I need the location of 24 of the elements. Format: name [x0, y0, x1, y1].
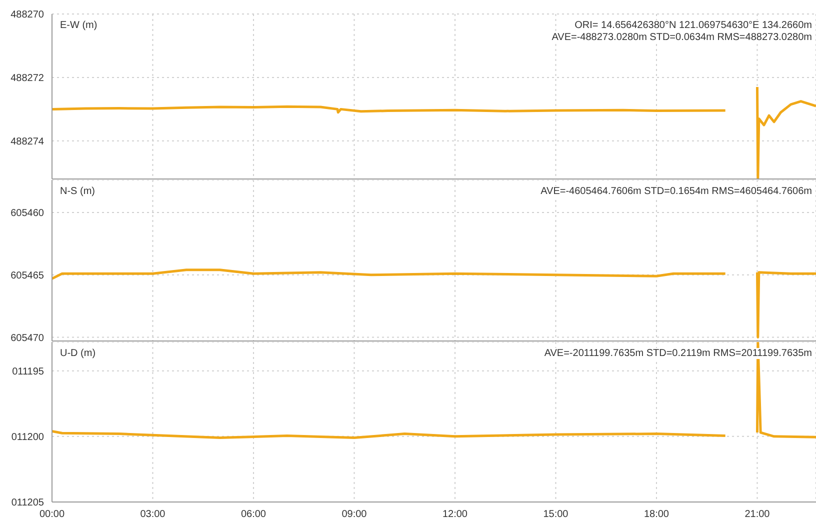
y-axis-title: U-D (m) — [60, 348, 96, 359]
y-tick-label: 605470 — [10, 332, 44, 344]
y-tick-label: 011200 — [11, 432, 44, 443]
y-axis-title: N-S (m) — [60, 186, 95, 197]
y-tick-label: 488270 — [10, 10, 44, 21]
annotation: ORI= 14.656426380°N 121.069754630°E 134.2660m — [574, 20, 812, 31]
y-tick-label: 011205 — [11, 498, 44, 509]
x-tick-label: 03:00 — [140, 509, 166, 520]
x-tick-label: 21:00 — [744, 509, 770, 520]
y-tick-label: 011195 — [12, 366, 44, 378]
x-tick-label: 18:00 — [644, 509, 670, 520]
annotation: AVE=-4605464.7606m STD=0.1654m RMS=4605464.7606m — [540, 186, 812, 197]
x-tick-label: 06:00 — [240, 509, 266, 520]
y-tick-label: 488272 — [10, 73, 44, 84]
annotation: AVE=-2011199.7635m STD=0.2119m RMS=2011199.7635m — [544, 348, 812, 359]
x-tick-label: 00:00 — [39, 509, 65, 520]
x-tick-label: 12:00 — [442, 509, 468, 520]
y-tick-label: 605465 — [10, 270, 44, 282]
annotation: AVE=-488273.0280m STD=0.0634m RMS=488273.0280m — [552, 32, 812, 43]
x-tick-label: 15:00 — [543, 509, 569, 520]
y-tick-label: 488274 — [10, 136, 44, 148]
x-tick-label: 09:00 — [342, 509, 368, 520]
y-tick-label: 605460 — [10, 208, 44, 219]
y-axis-title: E-W (m) — [60, 20, 98, 31]
